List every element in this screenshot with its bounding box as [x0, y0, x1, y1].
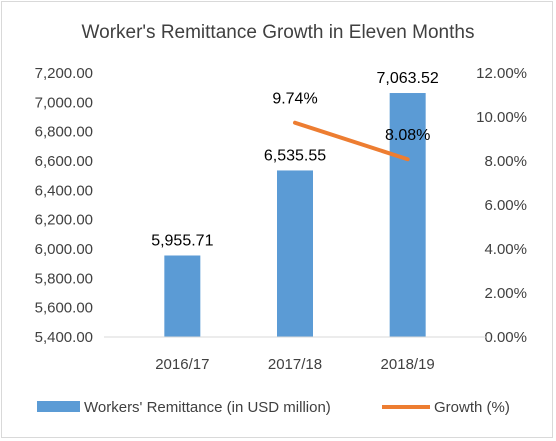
right-tick-label: 0.00% — [484, 329, 527, 346]
left-tick-label: 6,600.00 — [35, 153, 93, 170]
left-tick-label: 6,000.00 — [35, 241, 93, 258]
left-tick-label: 6,400.00 — [35, 182, 93, 199]
bar-2016-17 — [164, 255, 201, 337]
x-axis-ticks: 2016/17 2017/18 2018/19 — [104, 336, 486, 373]
left-tick-label: 6,200.00 — [35, 212, 93, 229]
right-tick-label: 2.00% — [484, 285, 527, 302]
bar-2017-18 — [277, 170, 313, 337]
bar-value-label: 6,535.55 — [264, 147, 326, 164]
line-series — [293, 120, 410, 162]
data-labels: 5,955.71 6,535.55 7,063.52 9.74% 8.08% — [151, 70, 439, 249]
growth-value-label: 8.08% — [385, 127, 430, 144]
left-axis-ticks: 5,400.00 5,600.00 5,800.00 6,000.00 6,200.00… — [35, 65, 93, 346]
legend-bar-label: Workers' Remittance (in USD million) — [84, 399, 331, 416]
legend-bar-swatch — [37, 401, 80, 412]
left-tick-label: 5,600.00 — [35, 300, 93, 317]
left-tick-label: 7,000.00 — [35, 94, 93, 111]
chart-title: Worker's Remittance Growth in Eleven Mon… — [82, 22, 475, 43]
right-tick-label: 12.00% — [476, 65, 527, 82]
right-tick-label: 10.00% — [476, 109, 527, 126]
x-tick-label: 2016/17 — [155, 356, 209, 373]
right-tick-label: 4.00% — [484, 241, 527, 258]
x-tick-label: 2018/19 — [381, 356, 435, 373]
bar-value-label: 7,063.52 — [377, 70, 439, 87]
growth-line — [293, 120, 410, 162]
left-tick-label: 7,200.00 — [35, 65, 93, 82]
legend: Workers' Remittance (in USD million) Grow… — [37, 399, 510, 416]
left-tick-label: 6,800.00 — [35, 124, 93, 141]
left-tick-label: 5,400.00 — [35, 329, 93, 346]
right-tick-label: 6.00% — [484, 197, 527, 214]
bar-series — [164, 93, 426, 338]
right-tick-label: 8.00% — [484, 153, 527, 170]
bar-2018-19 — [389, 93, 426, 338]
legend-line-label: Growth (%) — [434, 399, 510, 416]
right-axis-ticks: 0.00% 2.00% 4.00% 6.00% 8.00% 10.00% 12.00% — [476, 65, 527, 346]
left-tick-label: 5,800.00 — [35, 270, 93, 287]
growth-value-label: 9.74% — [272, 91, 317, 108]
bar-value-label: 5,955.71 — [151, 232, 213, 249]
x-tick-label: 2017/18 — [268, 356, 322, 373]
